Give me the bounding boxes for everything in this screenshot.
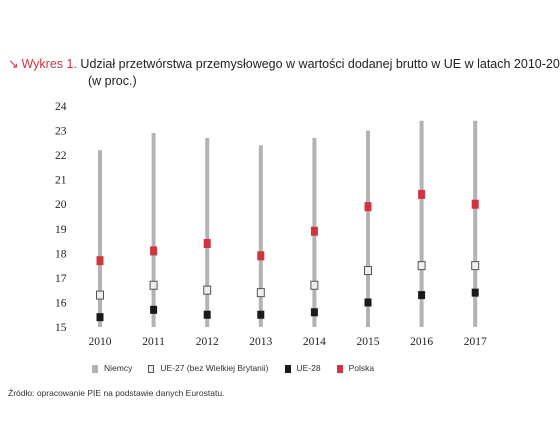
- legend-label: Niemcy: [104, 362, 133, 373]
- x-tick-label: 2014: [303, 336, 326, 348]
- x-tick-label: 2015: [357, 336, 380, 348]
- marker-ue28-2015: [364, 298, 372, 307]
- y-tick-label: 22: [55, 150, 67, 162]
- legend-label: Polska: [348, 362, 375, 373]
- marker-polska-2013: [257, 251, 265, 261]
- y-tick-label: 17: [55, 273, 67, 285]
- bar-niemcy-2015: [366, 130, 370, 327]
- marker-ue28-2010: [96, 313, 104, 322]
- x-tick-label: 2013: [249, 336, 272, 348]
- marker-ue28-2017: [471, 288, 479, 297]
- y-tick-label: 20: [55, 199, 67, 211]
- marker-ue28-2011: [150, 305, 158, 314]
- legend-item: UE-27 (bez Wielkiej Brytanii): [148, 362, 269, 373]
- x-tick-label: 2017: [464, 336, 487, 348]
- chart-title: ↘ Wykres 1. Udział przetwórstwa przemysło…: [8, 56, 560, 71]
- marker-ue27-2014: [310, 280, 319, 290]
- chart-title-prefix: Wykres 1.: [21, 57, 77, 71]
- marker-polska-2011: [150, 246, 158, 256]
- marker-polska-2015: [364, 202, 372, 212]
- y-tick-label: 19: [55, 224, 67, 236]
- legend-swatch: [284, 364, 291, 373]
- x-tick-label: 2010: [89, 336, 112, 348]
- y-tick-label: 24: [55, 101, 67, 113]
- marker-ue27-2017: [471, 261, 480, 271]
- y-tick-label: 23: [55, 126, 67, 138]
- bar-niemcy-2017: [473, 120, 478, 327]
- marker-polska-2012: [203, 239, 211, 249]
- y-tick-label: 16: [55, 297, 67, 309]
- source-note: Źródło: opracowanie PIE na podstawie dan…: [8, 388, 225, 398]
- marker-polska-2014: [310, 226, 318, 236]
- marker-ue27-2015: [364, 266, 372, 276]
- chart-subtitle: (w proc.): [88, 74, 137, 88]
- bar-niemcy-2012: [205, 137, 210, 327]
- bar-niemcy-2010: [98, 150, 102, 327]
- marker-ue27-2012: [203, 285, 212, 295]
- arrow-down-right-icon: ↘: [8, 57, 19, 71]
- legend-swatch: [336, 364, 343, 373]
- bar-niemcy-2016: [419, 120, 424, 327]
- marker-ue27-2013: [256, 288, 265, 298]
- legend-item: Niemcy: [92, 363, 132, 373]
- legend-label: UE-28: [296, 362, 321, 373]
- y-tick-label: 18: [55, 248, 67, 260]
- chart-legend: Niemcy UE-27 (bez Wielkiej Brytanii) UE-28…: [92, 362, 390, 373]
- legend-label: UE-27 (bez Wielkiej Brytanii): [160, 362, 269, 373]
- legend-item: Polska: [336, 362, 375, 373]
- y-tick-label: 21: [55, 175, 67, 187]
- marker-ue28-2016: [418, 291, 426, 300]
- marker-ue28-2013: [257, 310, 265, 319]
- legend-item: UE-28: [284, 362, 321, 373]
- x-tick-label: 2011: [142, 336, 165, 348]
- marker-polska-2017: [471, 199, 479, 209]
- marker-polska-2010: [96, 256, 104, 266]
- x-tick-label: 2012: [196, 336, 219, 348]
- bar-niemcy-2013: [258, 145, 263, 327]
- marker-ue28-2012: [203, 310, 211, 319]
- legend-swatch: [148, 364, 155, 373]
- marker-ue27-2010: [96, 290, 104, 300]
- marker-polska-2016: [418, 189, 426, 199]
- marker-ue28-2014: [310, 308, 318, 317]
- y-tick-label: 15: [55, 322, 67, 334]
- bar-niemcy-2011: [151, 133, 156, 327]
- x-tick-label: 2016: [410, 336, 433, 348]
- legend-swatch: [92, 364, 98, 373]
- marker-ue27-2011: [149, 280, 158, 290]
- chart-title-text: Udział przetwórstwa przemysłowego w wart…: [80, 57, 560, 71]
- marker-ue27-2016: [417, 261, 426, 271]
